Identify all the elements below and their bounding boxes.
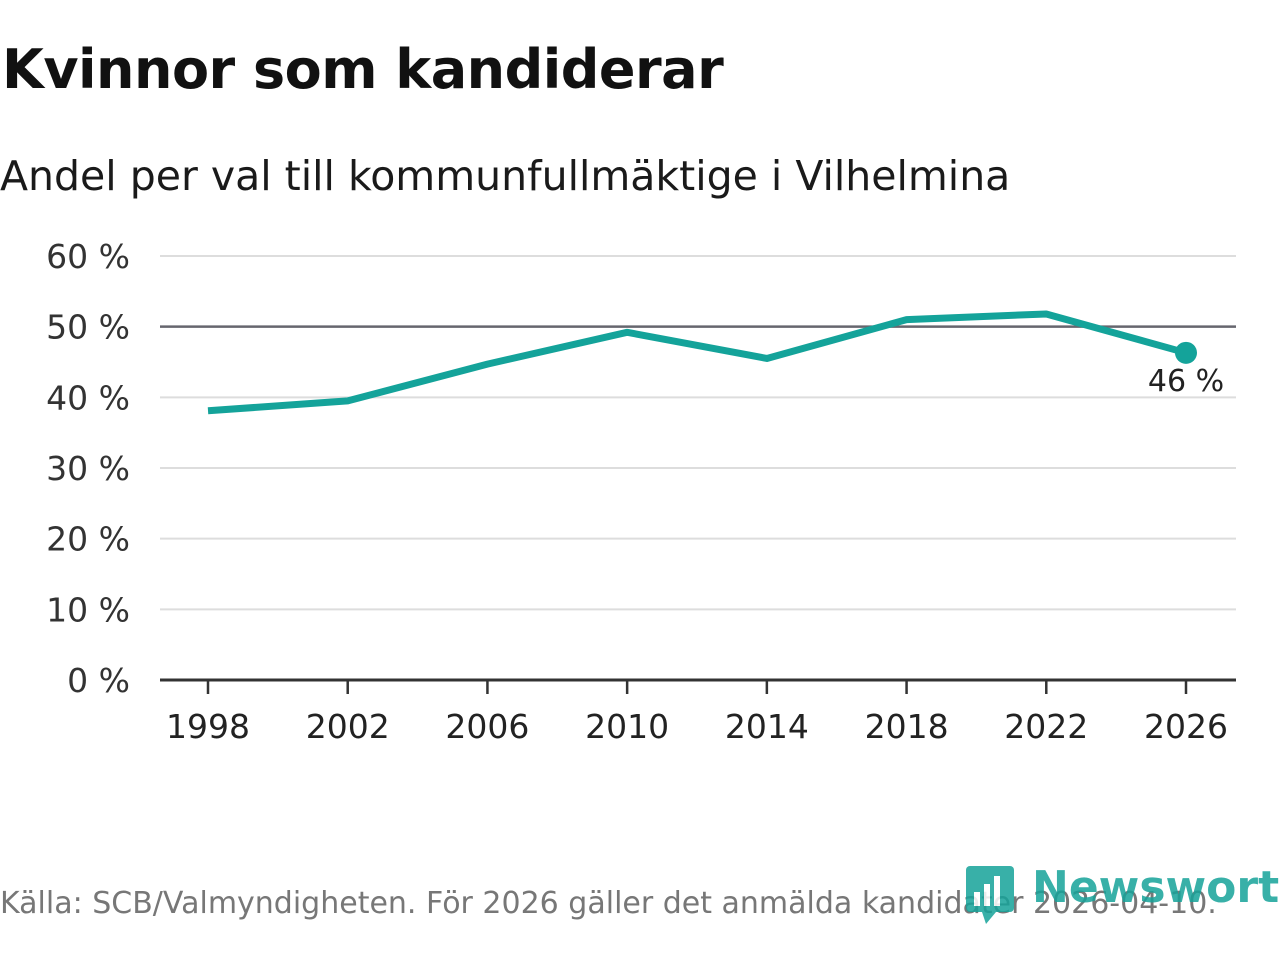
end-value-label-halo: 46 % [1148,364,1224,399]
series-line-0 [207,310,1187,415]
x-tick-label-2018: 2018 [865,707,949,746]
x-tick-label-2006: 2006 [445,707,529,746]
x-axis-ticks: 1998 2002 2006 2010 2014 2018 2022 2026 [166,680,1228,746]
x-tick-label-1998: 1998 [166,707,250,746]
series [207,310,1197,415]
x-tick-label-2002: 2002 [306,707,390,746]
y-tick-label-30: 30 % [46,449,130,488]
x-tick-label-2014: 2014 [725,707,809,746]
y-tick-label-60: 60 % [46,237,130,276]
newsworthy-logo-text: Newsworthy [1032,862,1280,913]
chart-title: Kvinnor som kandiderar [2,38,724,101]
y-tick-label-0: 0 % [67,661,130,700]
x-tick-label-2022: 2022 [1004,707,1088,746]
chart-subtitle: Andel per val till kommunfullmäktige i V… [0,152,1011,200]
gridlines [160,255,1236,682]
y-axis-ticks: 0 % 10 % 20 % 30 % 40 % 50 % 60 % [46,237,130,700]
y-tick-label-10: 10 % [46,590,130,629]
data-labels: 46 %46 % [1145,361,1227,402]
x-tick-label-2010: 2010 [585,707,669,746]
y-tick-label-50: 50 % [46,308,130,347]
newsworthy-logo-icon [966,866,1014,924]
x-tick-label-2026: 2026 [1144,707,1228,746]
y-tick-label-40: 40 % [46,378,130,417]
end-value-label: 46 % [1148,364,1224,399]
y-tick-label-20: 20 % [46,520,130,559]
series-end-point-0 [1175,341,1197,364]
source-note: Källa: SCB/Valmyndigheten. För 2026 gäll… [0,886,1217,921]
